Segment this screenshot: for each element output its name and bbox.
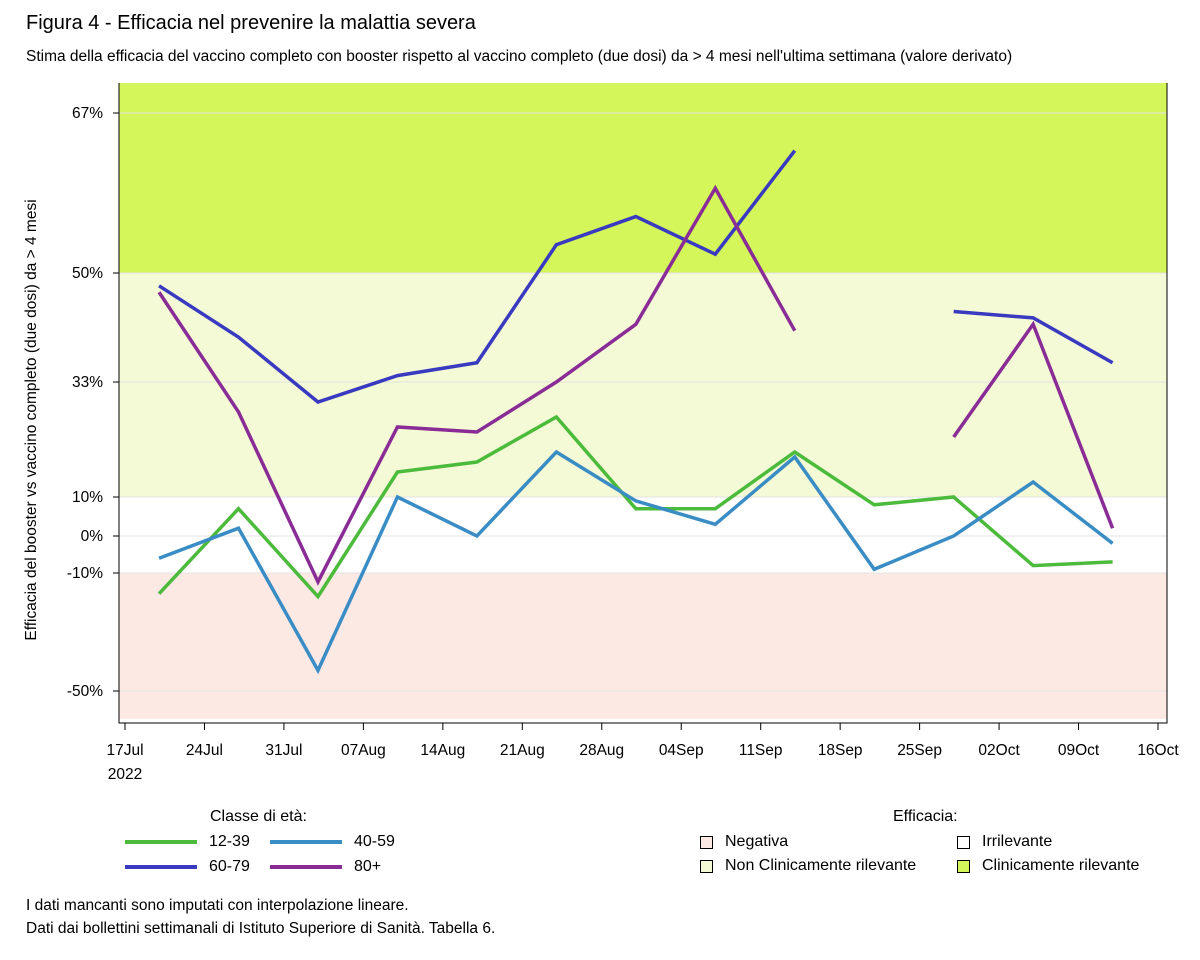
series-line-60-79-0 [158, 149, 797, 404]
legend-label: 40-59 [354, 833, 395, 850]
x-tick-label-6: 28Aug [579, 742, 624, 759]
note-interpolation: I dati mancanti sono imputati con interp… [26, 897, 409, 914]
legend-swatch [270, 865, 342, 869]
legend-swatch [270, 840, 342, 844]
x-tick-label-12: 09Oct [1058, 742, 1100, 759]
y-tick-label-5: -10% [67, 565, 103, 582]
x-tick-label-11: 02Oct [978, 742, 1020, 759]
y-tick-label-6: -50% [67, 683, 103, 700]
x-tick-label-2: 31Jul [265, 742, 302, 759]
band-legend-label: Non Clinicamente rilevante [725, 857, 917, 874]
x-tick-label-5: 21Aug [500, 742, 545, 759]
chart-subtitle: Stima della efficacia del vaccino comple… [26, 48, 1013, 65]
x-tick-label-0: 17Jul [106, 742, 143, 759]
band-legend-item-2: Non Clinicamente rilevante [700, 857, 916, 875]
series-line-12-39-0 [157, 414, 1113, 600]
x-tick-label-10: 25Sep [897, 742, 942, 759]
chart-title: Figura 4 - Efficacia nel prevenire la ma… [26, 12, 476, 34]
band-legend-label: Irrilevante [982, 833, 1053, 850]
x-tick-label-3: 07Aug [341, 742, 386, 759]
series-layer [157, 149, 1115, 675]
legend-item-60-79: 60-79 [125, 858, 250, 876]
grid-layer [119, 112, 1167, 692]
legend-swatch [125, 840, 197, 844]
band-legend-item-3: Clinicamente rilevante [957, 857, 1139, 875]
x-tick-label-1: 24Jul [186, 742, 223, 759]
x-tick-label-4: 14Aug [420, 742, 465, 759]
band-legend-swatch [957, 835, 970, 849]
legend-label: 60-79 [209, 858, 250, 875]
band-legend-swatch [957, 859, 970, 873]
x-tick-label-9: 18Sep [818, 742, 863, 759]
band-2 [119, 273, 1167, 497]
band-legend-swatch [700, 835, 713, 849]
note-source: Dati dai bollettini settimanali di Istit… [26, 920, 496, 937]
band-legend-label: Negativa [725, 833, 789, 850]
efficacy-legend-title: Efficacia: [893, 808, 958, 825]
band-legend-item-1: Irrilevante [957, 833, 1052, 851]
x-tick-label-8: 11Sep [739, 742, 783, 759]
legend-item-12-39: 12-39 [125, 833, 250, 851]
band-layer [119, 83, 1167, 719]
band-legend-swatch [700, 859, 713, 873]
y-tick-label-1: 50% [72, 265, 103, 282]
band-legend-label: Clinicamente rilevante [982, 857, 1140, 874]
plot-frame [118, 83, 1168, 724]
series-line-80+-0 [157, 184, 797, 586]
band-0 [119, 573, 1167, 719]
band-legend-item-0: Negativa [700, 833, 788, 851]
series-line-40-59-0 [158, 449, 1114, 675]
series-line-60-79-1 [953, 309, 1114, 365]
band-3 [119, 83, 1167, 273]
x-tick-label-7: 04Sep [659, 742, 704, 759]
axes-layer: 67% 50% 33% 10% 0% -10% -50% 17Jul 2022 24Jul 31Ju… [67, 83, 1179, 783]
series-line-80+-1 [952, 320, 1115, 529]
legend-label: 12-39 [209, 833, 250, 850]
y-tick-label-0: 67% [72, 105, 103, 122]
y-axis-label: Efficacia del booster vs vaccino complet… [23, 199, 40, 640]
age-legend-title: Classe di età: [210, 808, 307, 825]
legend-label: 80+ [354, 858, 382, 875]
y-tick-label-3: 10% [72, 489, 103, 506]
x-tick-label-13: 16Oct [1137, 742, 1179, 759]
legend-item-80+: 80+ [270, 858, 381, 876]
legend-item-40-59: 40-59 [270, 833, 395, 851]
x-tick-year-label: 2022 [108, 766, 142, 783]
y-tick-label-2: 33% [72, 374, 103, 391]
legend-swatch [125, 865, 197, 869]
y-tick-label-4: 0% [81, 528, 104, 545]
